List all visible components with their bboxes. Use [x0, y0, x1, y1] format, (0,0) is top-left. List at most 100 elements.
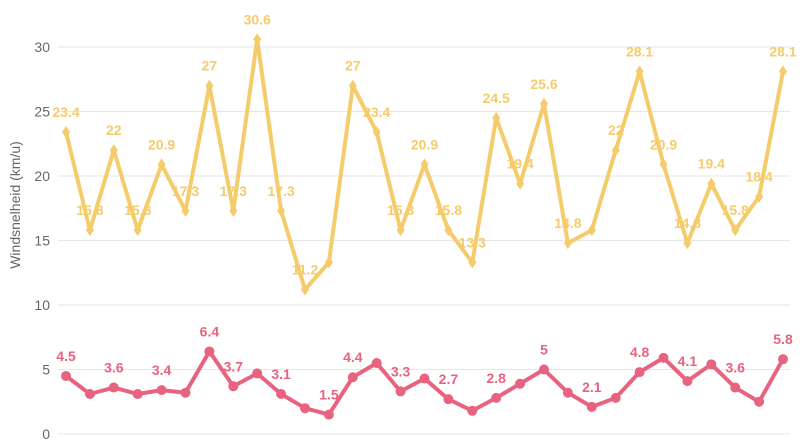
data-label: 5	[540, 342, 548, 358]
data-label: 20.9	[411, 136, 438, 152]
data-point-marker	[587, 224, 596, 237]
data-point-marker	[659, 158, 668, 171]
data-label: 14.8	[554, 215, 581, 231]
data-point-marker	[635, 65, 644, 78]
data-point-marker	[540, 97, 548, 110]
data-point-marker	[492, 111, 501, 124]
data-label: 19.4	[698, 156, 725, 172]
data-label: 3.7	[224, 358, 244, 374]
grid-lines	[58, 46, 790, 435]
data-point-marker	[682, 376, 693, 387]
y-tick-label: 20	[34, 168, 50, 184]
data-point-marker	[778, 354, 788, 365]
data-point-marker	[132, 389, 143, 400]
data-label: 11.2	[292, 262, 319, 278]
data-point-marker	[324, 256, 333, 269]
data-point-marker	[395, 386, 406, 397]
data-label: 14.8	[674, 215, 701, 231]
data-point-marker	[61, 370, 71, 381]
data-point-marker	[371, 358, 382, 369]
data-label: 3.6	[104, 360, 124, 376]
data-point-marker	[62, 126, 70, 139]
data-point-marker	[229, 204, 238, 217]
data-point-marker	[610, 392, 621, 403]
y-tick-label: 5	[42, 362, 50, 378]
data-point-marker	[109, 144, 118, 157]
data-point-marker	[372, 126, 381, 139]
data-label: 15.8	[435, 202, 462, 218]
data-label: 23.4	[363, 104, 390, 120]
y-tick-label: 0	[42, 426, 50, 440]
data-point-marker	[730, 382, 741, 393]
data-label: 4.4	[343, 349, 363, 365]
data-point-marker	[563, 237, 572, 250]
data-point-marker	[562, 387, 573, 398]
data-point-marker	[586, 401, 597, 412]
y-tick-label: 30	[34, 39, 50, 55]
data-label: 3.6	[725, 360, 745, 376]
data-label: 19.4	[506, 156, 533, 172]
data-point-marker	[228, 381, 239, 392]
data-label: 20.9	[148, 136, 175, 152]
data-point-marker	[348, 79, 357, 92]
data-point-marker	[301, 283, 309, 296]
data-label: 15.8	[76, 202, 103, 218]
data-point-marker	[205, 79, 214, 92]
data-point-marker	[491, 392, 502, 403]
series-0	[62, 33, 787, 296]
data-point-marker	[755, 190, 764, 203]
data-label: 17.3	[267, 183, 294, 199]
data-label: 3.4	[152, 362, 172, 378]
data-label: 18.4	[745, 169, 772, 185]
data-point-marker	[683, 237, 692, 250]
data-label: 2.8	[486, 370, 506, 386]
data-point-marker	[515, 378, 526, 389]
data-label: 4.8	[630, 344, 650, 360]
data-label: 4.5	[56, 348, 76, 364]
y-tick-label: 10	[34, 297, 50, 313]
data-label: 15.8	[387, 202, 414, 218]
data-labels-layer: 23.4 15.8 22 15.8 20.9 17.3 27 17.3 30.6 17.3 11.2…	[52, 11, 796, 402]
data-label: 28.1	[769, 44, 796, 60]
data-point-marker	[467, 405, 478, 416]
data-label: 24.5	[483, 90, 510, 106]
data-label: 27	[202, 58, 218, 74]
y-axis-title: Windsnelheid (km/u)	[7, 141, 23, 269]
data-point-marker	[156, 385, 167, 396]
data-point-marker	[277, 204, 286, 217]
data-point-marker	[443, 394, 454, 405]
data-label: 2.1	[582, 379, 602, 395]
data-point-marker	[276, 389, 287, 400]
data-point-marker	[347, 372, 358, 383]
data-point-marker	[157, 158, 166, 171]
data-label: 15.8	[124, 202, 151, 218]
data-point-marker	[419, 373, 430, 384]
data-label: 28.1	[626, 44, 653, 60]
data-label: 22	[608, 122, 624, 138]
data-label: 6.4	[200, 323, 220, 339]
data-point-marker	[253, 33, 262, 46]
data-label: 3.1	[271, 366, 291, 382]
data-point-marker	[181, 204, 190, 217]
data-label: 17.3	[220, 183, 247, 199]
data-point-marker	[396, 224, 405, 237]
data-point-marker	[300, 403, 310, 414]
y-tick-label: 25	[34, 104, 50, 120]
data-label: 27	[345, 58, 361, 74]
data-point-marker	[180, 387, 191, 398]
data-point-marker	[611, 144, 620, 157]
data-point-marker	[539, 364, 549, 375]
series-layer	[61, 33, 788, 420]
y-axis-ticks: 0 5 10 15 20 25 30	[34, 39, 50, 440]
data-point-marker	[706, 359, 717, 370]
series-1	[61, 346, 788, 420]
data-label: 4.1	[678, 353, 698, 369]
data-point-marker	[133, 224, 142, 237]
data-point-marker	[468, 256, 477, 269]
data-label: 5.8	[773, 331, 793, 347]
data-point-marker	[779, 65, 787, 78]
data-label: 20.9	[650, 136, 677, 152]
data-label: 25.6	[530, 76, 557, 92]
data-label: 15.8	[722, 202, 749, 218]
data-point-marker	[252, 368, 263, 379]
